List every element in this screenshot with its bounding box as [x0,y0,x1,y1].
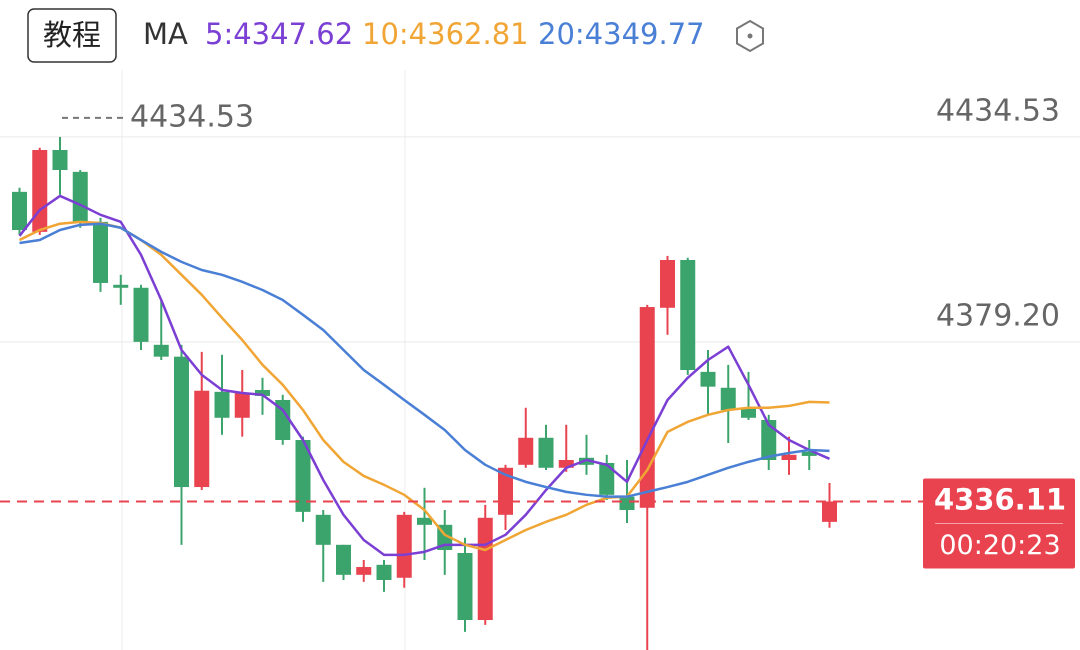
candle-body [619,496,635,510]
ma-line [18,194,830,557]
candle-body [477,517,493,620]
candle-body [376,564,392,580]
candle-body [52,150,68,170]
indicator: MA [143,17,188,51]
candle-body [12,191,27,230]
y-tick-label: 4379.20 [936,298,1060,333]
candle-body [822,501,837,522]
candle-body [113,284,129,288]
legend-entry: 20:4349.77 [538,17,705,51]
last-price-label: 4336.11 [934,482,1066,516]
candle-body [639,307,655,508]
dot[interactable] [747,33,753,39]
countdown: 00:20:23 [939,530,1060,561]
candle-body [295,440,311,512]
candle-body [761,420,777,460]
candle-body [518,437,534,465]
candle-body [275,400,291,440]
candle-body [417,517,432,525]
candle-body [700,371,716,387]
candle-body [538,437,554,468]
candle-body [741,407,756,418]
ma-line [19,222,830,498]
hex[interactable] [736,19,764,53]
candle-body [93,221,108,283]
candle-body [315,514,331,545]
candle-body [396,514,412,578]
candle-body [174,356,189,488]
candle-body [801,451,817,456]
candle-body [214,391,230,418]
candle-body [255,390,270,396]
plot: 4434.53 4379.20 [0,93,1080,650]
candle-body [72,171,88,222]
high-marker-label: 4434.53 [130,99,254,134]
candle-body [356,567,372,575]
candle-body [234,392,250,418]
candle-body [680,260,696,370]
settings-icon[interactable] [736,19,764,53]
candle-body [660,260,675,308]
tutorial-button[interactable] [27,8,117,63]
ma-line [18,220,830,552]
candle-body [153,344,169,357]
y-tick-label: 4434.53 [936,93,1060,128]
legend-entry: 10:4362.81 [362,17,529,51]
candle-body [498,467,513,515]
candle-body [194,390,210,488]
candle-body [558,460,574,468]
candle-body [720,387,736,410]
candle-body [336,544,351,575]
tutorial-label[interactable]: 教程 [43,18,101,52]
legend-entry: 5:4347.62 [205,17,353,51]
candle-body [781,454,797,460]
candle-body [457,552,473,620]
candle-body [133,287,149,342]
candle-body [32,150,48,232]
candle-body [599,462,615,495]
